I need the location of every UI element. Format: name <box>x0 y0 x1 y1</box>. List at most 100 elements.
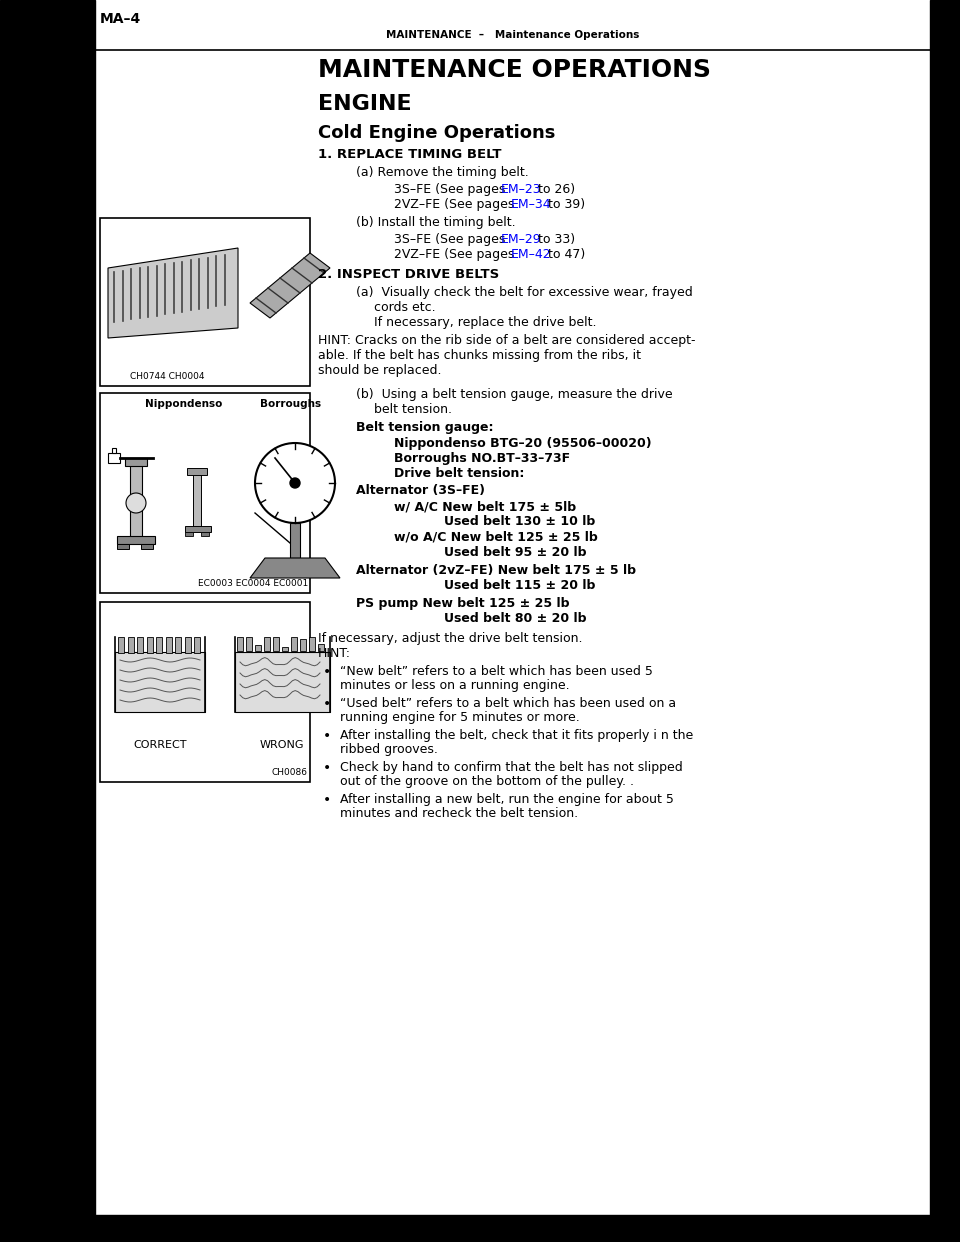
Text: Belt tension gauge:: Belt tension gauge: <box>356 421 493 433</box>
Text: EC0003 EC0004 EC0001: EC0003 EC0004 EC0001 <box>198 579 308 587</box>
Bar <box>141 544 153 549</box>
Circle shape <box>290 478 300 488</box>
Text: MA–4: MA–4 <box>100 12 141 26</box>
Bar <box>118 637 124 653</box>
Text: EM–23: EM–23 <box>501 183 541 196</box>
Text: Check by hand to confirm that the belt has not slipped: Check by hand to confirm that the belt h… <box>340 761 683 774</box>
Text: 2. INSPECT DRIVE BELTS: 2. INSPECT DRIVE BELTS <box>318 268 499 281</box>
Bar <box>291 637 297 651</box>
Bar <box>130 463 142 538</box>
Bar <box>125 458 147 466</box>
Text: 1. REPLACE TIMING BELT: 1. REPLACE TIMING BELT <box>318 148 501 161</box>
Text: (a)  Visually check the belt for excessive wear, frayed: (a) Visually check the belt for excessiv… <box>356 286 693 299</box>
Bar <box>165 637 172 653</box>
Text: should be replaced.: should be replaced. <box>318 364 442 378</box>
Bar <box>117 544 129 549</box>
Bar <box>309 637 315 651</box>
Circle shape <box>255 443 335 523</box>
Text: Nippondenso BTG–20 (95506–00020): Nippondenso BTG–20 (95506–00020) <box>394 437 652 450</box>
Text: •: • <box>323 697 331 710</box>
Text: If necessary, adjust the drive belt tension.: If necessary, adjust the drive belt tens… <box>318 632 583 645</box>
Text: running engine for 5 minutes or more.: running engine for 5 minutes or more. <box>340 710 580 724</box>
Text: minutes and recheck the belt tension.: minutes and recheck the belt tension. <box>340 807 578 820</box>
Text: belt tension.: belt tension. <box>374 402 452 416</box>
Text: PS pump New belt 125 ± 25 lb: PS pump New belt 125 ± 25 lb <box>356 597 569 610</box>
Circle shape <box>126 493 146 513</box>
Bar <box>930 0 960 1242</box>
Bar <box>137 637 143 653</box>
Text: WRONG: WRONG <box>260 740 304 750</box>
Polygon shape <box>108 248 238 338</box>
Text: Drive belt tension:: Drive belt tension: <box>394 467 524 479</box>
Bar <box>156 637 162 653</box>
Text: CORRECT: CORRECT <box>133 740 187 750</box>
Text: “Used belt” refers to a belt which has been used on a: “Used belt” refers to a belt which has b… <box>340 697 676 710</box>
Text: to 26): to 26) <box>534 183 575 196</box>
Bar <box>255 645 261 651</box>
Text: to 47): to 47) <box>544 248 586 261</box>
Text: 2VZ–FE (See pages: 2VZ–FE (See pages <box>394 248 518 261</box>
Bar <box>0 1215 960 1242</box>
Bar <box>100 392 310 592</box>
Text: After installing the belt, check that it fits properly i n the: After installing the belt, check that it… <box>340 729 693 741</box>
Bar <box>193 473 201 528</box>
Text: able. If the belt has chunks missing from the ribs, it: able. If the belt has chunks missing fro… <box>318 349 641 361</box>
Text: w/ A/C New belt 175 ± 5lb: w/ A/C New belt 175 ± 5lb <box>394 501 576 513</box>
Text: •: • <box>323 729 331 743</box>
Text: Used belt 80 ± 20 lb: Used belt 80 ± 20 lb <box>444 612 587 625</box>
Text: MAINTENANCE  –   Maintenance Operations: MAINTENANCE – Maintenance Operations <box>386 30 639 40</box>
Text: 2VZ–FE (See pages: 2VZ–FE (See pages <box>394 197 518 211</box>
Bar <box>264 637 270 651</box>
Text: Used belt 115 ± 20 lb: Used belt 115 ± 20 lb <box>444 579 595 592</box>
Text: Borroughs NO.BT–33–73F: Borroughs NO.BT–33–73F <box>394 452 570 465</box>
Bar <box>184 637 190 653</box>
Bar <box>246 637 252 651</box>
Text: •: • <box>323 761 331 775</box>
Text: “New belt” refers to a belt which has been used 5: “New belt” refers to a belt which has be… <box>340 664 653 678</box>
Text: EM–34: EM–34 <box>511 197 552 211</box>
Text: out of the groove on the bottom of the pulley. .: out of the groove on the bottom of the p… <box>340 775 634 787</box>
Text: w/o A/C New belt 125 ± 25 lb: w/o A/C New belt 125 ± 25 lb <box>394 532 598 544</box>
Bar <box>128 637 133 653</box>
Bar <box>117 537 155 544</box>
Text: to 33): to 33) <box>534 233 575 246</box>
Bar <box>175 637 181 653</box>
Bar <box>0 0 95 1242</box>
Text: ribbed grooves.: ribbed grooves. <box>340 743 438 756</box>
Text: CH0086: CH0086 <box>272 768 308 777</box>
Bar <box>318 645 324 651</box>
Text: Nippondenso: Nippondenso <box>145 399 223 409</box>
Bar <box>108 453 120 463</box>
Bar <box>194 637 200 653</box>
Text: EM–29: EM–29 <box>501 233 541 246</box>
Bar <box>147 637 153 653</box>
Text: •: • <box>323 664 331 679</box>
Bar <box>282 647 288 651</box>
Bar <box>187 468 207 474</box>
Text: ENGINE: ENGINE <box>318 94 412 114</box>
Text: 3S–FE (See pages: 3S–FE (See pages <box>394 233 510 246</box>
Text: HINT: Cracks on the rib side of a belt are considered accept-: HINT: Cracks on the rib side of a belt a… <box>318 334 695 347</box>
Text: (a) Remove the timing belt.: (a) Remove the timing belt. <box>356 166 529 179</box>
Text: After installing a new belt, run the engine for about 5: After installing a new belt, run the eng… <box>340 792 674 806</box>
Text: MAINTENANCE OPERATIONS: MAINTENANCE OPERATIONS <box>318 58 711 82</box>
Text: Alternator (2vZ–FE) New belt 175 ± 5 lb: Alternator (2vZ–FE) New belt 175 ± 5 lb <box>356 564 636 578</box>
Bar <box>237 637 243 651</box>
Text: cords etc.: cords etc. <box>374 301 436 314</box>
Bar <box>201 532 209 537</box>
Text: minutes or less on a running engine.: minutes or less on a running engine. <box>340 679 569 692</box>
Text: 3S–FE (See pages: 3S–FE (See pages <box>394 183 510 196</box>
Bar <box>290 523 300 558</box>
Bar <box>235 652 330 712</box>
Text: carmanualsonline.info: carmanualsonline.info <box>730 1220 838 1230</box>
Text: (b) Install the timing belt.: (b) Install the timing belt. <box>356 216 516 229</box>
Text: Borroughs: Borroughs <box>260 399 322 409</box>
Text: Cold Engine Operations: Cold Engine Operations <box>318 124 556 142</box>
Bar <box>100 219 310 386</box>
Polygon shape <box>250 558 340 578</box>
Bar <box>185 532 193 537</box>
Bar <box>185 527 211 532</box>
Bar <box>115 652 205 712</box>
Text: CH0744 CH0004: CH0744 CH0004 <box>131 373 205 381</box>
Text: Alternator (3S–FE): Alternator (3S–FE) <box>356 484 485 497</box>
